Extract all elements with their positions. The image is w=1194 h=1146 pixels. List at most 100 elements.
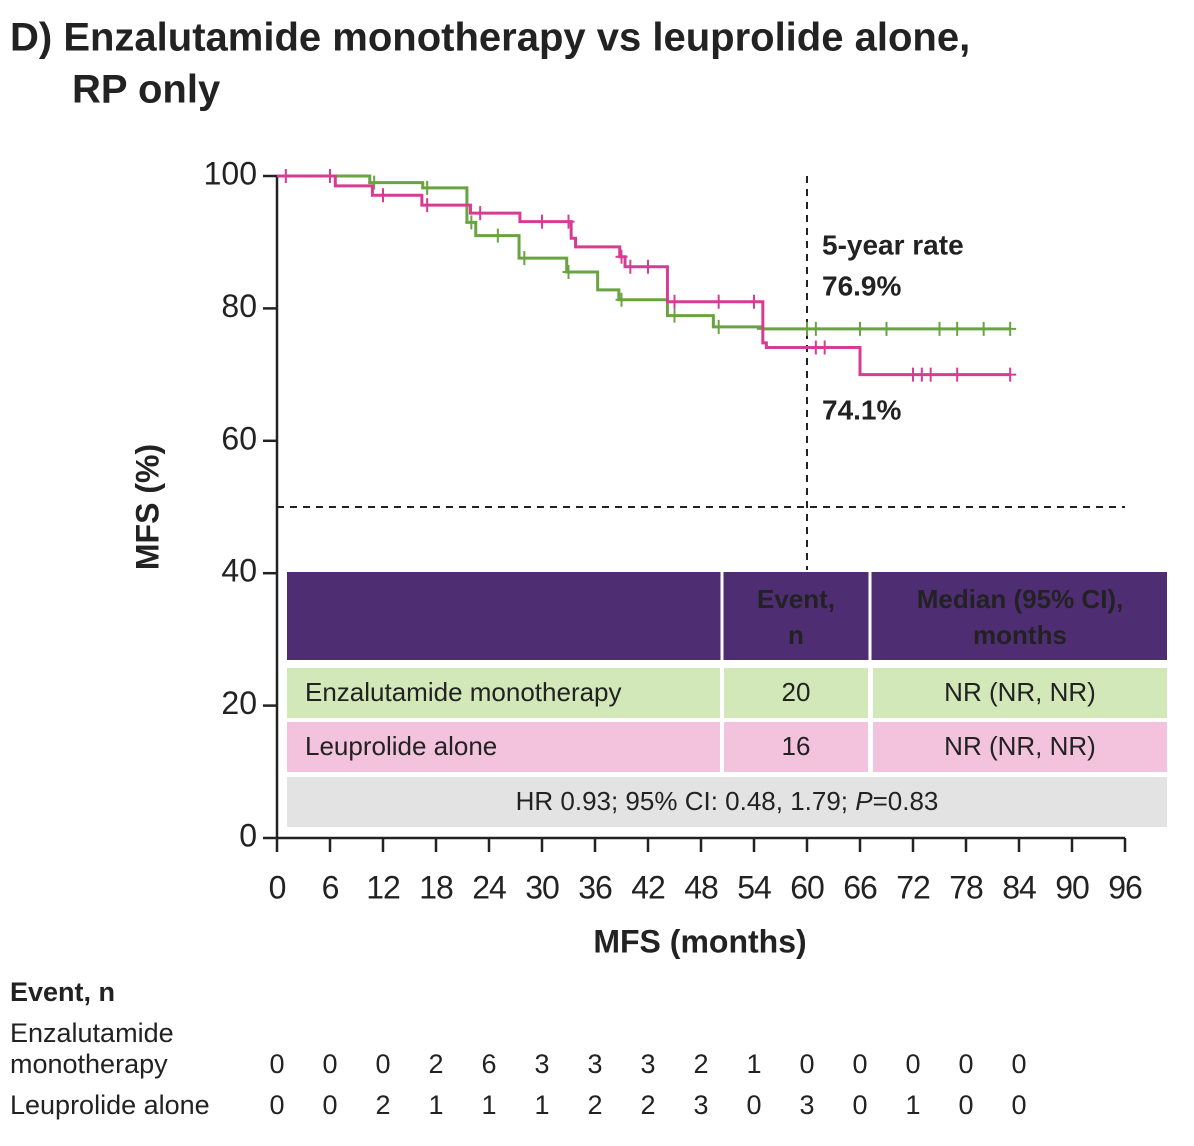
censor-mark bbox=[668, 294, 681, 309]
event-count: 0 bbox=[852, 1090, 867, 1120]
table-header-text: n bbox=[788, 620, 804, 650]
x-axis-label: MFS (months) bbox=[593, 923, 806, 959]
footer-part: =0.83 bbox=[873, 786, 939, 816]
censor-mark bbox=[668, 308, 681, 323]
x-tick-label: 36 bbox=[578, 869, 612, 905]
censor-mark bbox=[977, 321, 990, 336]
annotation: 5-year rate bbox=[822, 229, 964, 260]
table-cell bbox=[724, 722, 868, 772]
event-count: 1 bbox=[481, 1090, 496, 1120]
annotation: 76.9% bbox=[822, 270, 901, 301]
censor-mark bbox=[421, 198, 434, 213]
event-count: 2 bbox=[640, 1090, 655, 1120]
event-count: 1 bbox=[746, 1049, 761, 1079]
table-cell bbox=[724, 668, 868, 718]
censor-mark bbox=[474, 206, 487, 221]
event-count: 3 bbox=[587, 1049, 602, 1079]
chart-title: D) Enzalutamide monotherapy vs leuprolid… bbox=[10, 16, 970, 60]
event-count: 0 bbox=[322, 1049, 337, 1079]
censor-mark bbox=[854, 321, 866, 336]
censor-mark bbox=[324, 169, 336, 183]
censor-mark bbox=[491, 228, 504, 243]
x-tick-label: 24 bbox=[472, 869, 506, 905]
y-tick-label: 80 bbox=[221, 288, 257, 324]
x-tick-label: 0 bbox=[269, 869, 286, 905]
x-tick-label: 78 bbox=[949, 869, 983, 905]
x-tick-label: 84 bbox=[1002, 869, 1036, 905]
event-row-label: Enzalutamide bbox=[10, 1018, 174, 1048]
event-count: 0 bbox=[1011, 1090, 1026, 1120]
x-tick-label: 60 bbox=[790, 869, 824, 905]
censor-mark bbox=[562, 214, 575, 229]
y-tick-label: 100 bbox=[204, 155, 257, 191]
x-tick-label: 96 bbox=[1108, 869, 1142, 905]
censor-mark bbox=[712, 294, 725, 309]
event-count: 2 bbox=[693, 1049, 708, 1079]
event-row-label: monotherapy bbox=[10, 1049, 168, 1079]
censor-mark bbox=[809, 321, 822, 336]
censor-mark bbox=[615, 249, 628, 264]
event-count: 2 bbox=[587, 1090, 602, 1120]
event-count: 3 bbox=[693, 1090, 708, 1120]
censor-mark bbox=[818, 340, 831, 355]
x-tick-label: 12 bbox=[366, 869, 400, 905]
table-cell-text: 16 bbox=[782, 731, 811, 761]
censor-mark bbox=[642, 259, 654, 274]
event-count: 0 bbox=[375, 1049, 390, 1079]
event-count: 2 bbox=[375, 1090, 390, 1120]
event-count: 6 bbox=[481, 1049, 496, 1079]
x-tick-label: 30 bbox=[525, 869, 559, 905]
table-cell-text: Leuprolide alone bbox=[305, 731, 497, 761]
event-count: 0 bbox=[269, 1090, 284, 1120]
table-cell-text: Enzalutamide monotherapy bbox=[305, 677, 622, 707]
table-cell-text: NR (NR, NR) bbox=[944, 677, 1096, 707]
event-count: 3 bbox=[534, 1049, 549, 1079]
chart-title: RP only bbox=[72, 68, 221, 112]
event-count: 2 bbox=[428, 1049, 443, 1079]
censor-mark bbox=[465, 215, 478, 230]
x-tick-label: 42 bbox=[631, 869, 665, 905]
annotation: 74.1% bbox=[822, 394, 901, 425]
x-tick-label: 48 bbox=[684, 869, 718, 905]
event-count: 0 bbox=[852, 1049, 867, 1079]
censor-mark bbox=[536, 214, 548, 229]
y-tick-label: 60 bbox=[221, 420, 257, 456]
table-cell bbox=[287, 722, 720, 772]
censor-mark bbox=[624, 259, 637, 274]
table-footer-text: HR 0.93; 95% CI: 0.48, 1.79; P=0.83 bbox=[516, 786, 939, 816]
event-table-title: Event, n bbox=[10, 977, 115, 1007]
table-cell bbox=[873, 668, 1167, 718]
event-count: 3 bbox=[640, 1049, 655, 1079]
event-count: 0 bbox=[905, 1049, 920, 1079]
censor-mark bbox=[518, 251, 531, 266]
event-count: 0 bbox=[746, 1090, 761, 1120]
event-count: 0 bbox=[1011, 1049, 1026, 1079]
y-tick-label: 20 bbox=[221, 685, 257, 721]
censor-mark bbox=[377, 188, 389, 203]
censor-mark bbox=[951, 367, 964, 382]
censor-mark bbox=[279, 169, 292, 183]
censor-mark bbox=[712, 319, 725, 334]
event-count: 0 bbox=[269, 1049, 284, 1079]
censor-mark bbox=[951, 321, 964, 336]
table-footer bbox=[287, 777, 1167, 827]
censor-mark bbox=[368, 175, 381, 190]
censor-mark bbox=[421, 180, 434, 195]
censor-mark bbox=[924, 367, 937, 382]
x-tick-label: 18 bbox=[419, 869, 453, 905]
event-count: 1 bbox=[905, 1090, 920, 1120]
censor-mark bbox=[615, 292, 628, 307]
event-count: 0 bbox=[958, 1049, 973, 1079]
event-count: 3 bbox=[799, 1090, 814, 1120]
x-tick-label: 54 bbox=[737, 869, 771, 905]
table-header bbox=[287, 572, 1167, 660]
x-tick-label: 6 bbox=[322, 869, 339, 905]
y-tick-label: 40 bbox=[221, 553, 257, 589]
x-tick-label: 90 bbox=[1055, 869, 1089, 905]
km-curve bbox=[277, 174, 1011, 377]
table-header-text: Median (95% CI), bbox=[917, 584, 1124, 614]
censor-mark bbox=[880, 321, 893, 336]
x-tick-label: 66 bbox=[843, 869, 877, 905]
censor-mark bbox=[1004, 321, 1017, 336]
